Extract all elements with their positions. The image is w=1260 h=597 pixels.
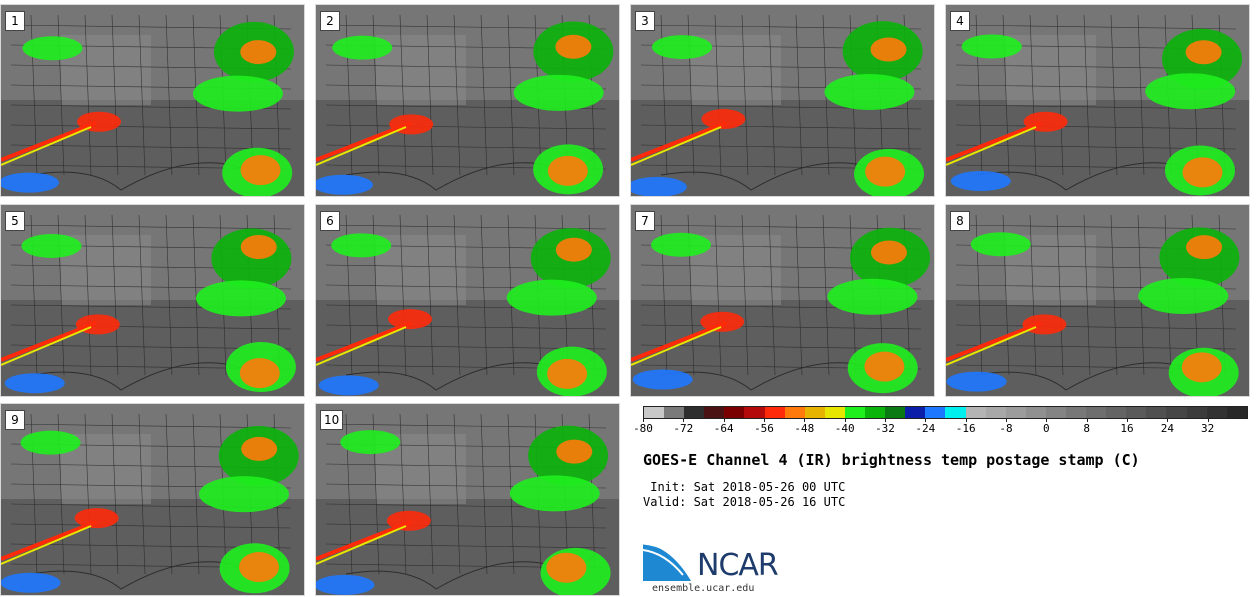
colorbar-segment — [644, 407, 665, 418]
figure-title: GOES-E Channel 4 (IR) brightness temp po… — [643, 451, 1140, 469]
colorbar-tickmark — [885, 418, 886, 422]
postage-stamp-panel: 2 — [315, 4, 620, 197]
postage-stamp-panel: 9 — [0, 403, 305, 596]
colorbar-tick-label: -56 — [754, 422, 774, 435]
postage-stamp-panel: 8 — [945, 204, 1250, 397]
colorbar-tick-label: 16 — [1120, 422, 1134, 435]
init-time: Init: Sat 2018-05-26 00 UTC — [643, 480, 846, 494]
panel-number-label: 2 — [320, 11, 340, 31]
ncar-logo-text: NCAR — [697, 548, 779, 583]
colorbar-segment — [1206, 407, 1227, 418]
panel-number-label: 7 — [635, 211, 655, 231]
colorbar-tick-label: 8 — [1083, 422, 1090, 435]
colorbar-tick-label: -8 — [999, 422, 1013, 435]
colorbar-tick-label: 24 — [1160, 422, 1174, 435]
colorbar-segment — [925, 407, 946, 418]
colorbar-tickmark — [643, 418, 644, 422]
colorbar-segment — [1086, 407, 1107, 418]
colorbar-segment — [1166, 407, 1187, 418]
colorbar-segment — [1005, 407, 1026, 418]
colorbar-tick-label: -72 — [673, 422, 694, 435]
colorbar-segment — [704, 407, 725, 418]
colorbar-tick-label: -64 — [713, 422, 734, 435]
colorbar-tickmark — [925, 418, 927, 422]
colorbar-segment — [1065, 407, 1087, 418]
colorbar-tick-label: -80 — [633, 422, 653, 435]
panel-number-label: 9 — [5, 410, 25, 430]
panel-number-label: 4 — [950, 11, 970, 31]
colorbar-segment — [744, 407, 765, 418]
colorbar-ticks: -80 -72 -64 -56 -48 -40 -32 -24 -16 -8 0 8 16 24 32 — [633, 418, 1248, 438]
colorbar-segment — [684, 407, 705, 418]
colorbar-segment — [1226, 407, 1247, 418]
colorbar-segment — [985, 407, 1006, 418]
colorbar-tick-label: 32 — [1201, 422, 1215, 435]
colorbar-segment — [885, 407, 906, 418]
colorbar-segment — [905, 407, 926, 418]
website-link[interactable]: ensemble.ucar.edu — [652, 583, 755, 594]
colorbar-segment — [1186, 407, 1207, 418]
colorbar-tickmark — [1207, 418, 1209, 422]
colorbar — [643, 406, 1248, 419]
colorbar-segment — [784, 407, 805, 418]
colorbar-tickmark — [844, 418, 846, 422]
colorbar-segment — [764, 407, 785, 418]
colorbar-segment — [945, 407, 966, 418]
postage-stamp-panel: 7 — [630, 204, 935, 397]
postage-stamp-panel: 6 — [315, 204, 620, 397]
colorbar-segment — [1146, 407, 1167, 418]
postage-stamp-panel: 10 — [315, 403, 620, 596]
colorbar-segment — [1045, 407, 1066, 418]
colorbar-tickmark — [804, 418, 806, 422]
colorbar-tick-label: -24 — [915, 422, 936, 435]
colorbar-tick-label: -40 — [834, 422, 855, 435]
colorbar-segment — [844, 407, 866, 418]
colorbar-segment — [865, 407, 886, 418]
colorbar-segment — [724, 407, 745, 418]
colorbar-tick-label: -32 — [875, 422, 895, 435]
colorbar-tickmark — [1167, 418, 1169, 422]
colorbar-segment — [1126, 407, 1147, 418]
valid-time: Valid: Sat 2018-05-26 16 UTC — [643, 495, 846, 509]
panel-number-label: 10 — [320, 410, 344, 430]
postage-stamp-panel: 5 — [0, 204, 305, 397]
colorbar-tickmark — [1127, 418, 1128, 422]
colorbar-tick-label: -48 — [794, 422, 815, 435]
colorbar-segment — [965, 407, 986, 418]
colorbar-tickmark — [1086, 418, 1088, 422]
colorbar-tickmark — [1046, 418, 1048, 422]
colorbar-segment — [664, 407, 685, 418]
panel-number-label: 5 — [5, 211, 25, 231]
postage-stamp-panel: 3 — [630, 4, 935, 197]
colorbar-segment — [804, 407, 825, 418]
colorbar-segment — [824, 407, 845, 418]
colorbar-tick-label: 0 — [1043, 422, 1050, 435]
ncar-logo — [643, 541, 691, 581]
panel-number-label: 6 — [320, 211, 340, 231]
panel-number-label: 3 — [635, 11, 655, 31]
colorbar-segment — [1025, 407, 1046, 418]
colorbar-tickmark — [1006, 418, 1007, 422]
colorbar-tickmark — [965, 418, 967, 422]
postage-stamp-panel: 1 — [0, 4, 305, 197]
colorbar-tick-label: -16 — [955, 422, 976, 435]
panel-number-label: 1 — [5, 11, 25, 31]
postage-stamp-panel: 4 — [945, 4, 1250, 197]
colorbar-tickmark — [723, 418, 725, 422]
colorbar-tickmark — [764, 418, 765, 422]
colorbar-tickmark — [683, 418, 685, 422]
panel-number-label: 8 — [950, 211, 970, 231]
colorbar-segment — [1106, 407, 1127, 418]
